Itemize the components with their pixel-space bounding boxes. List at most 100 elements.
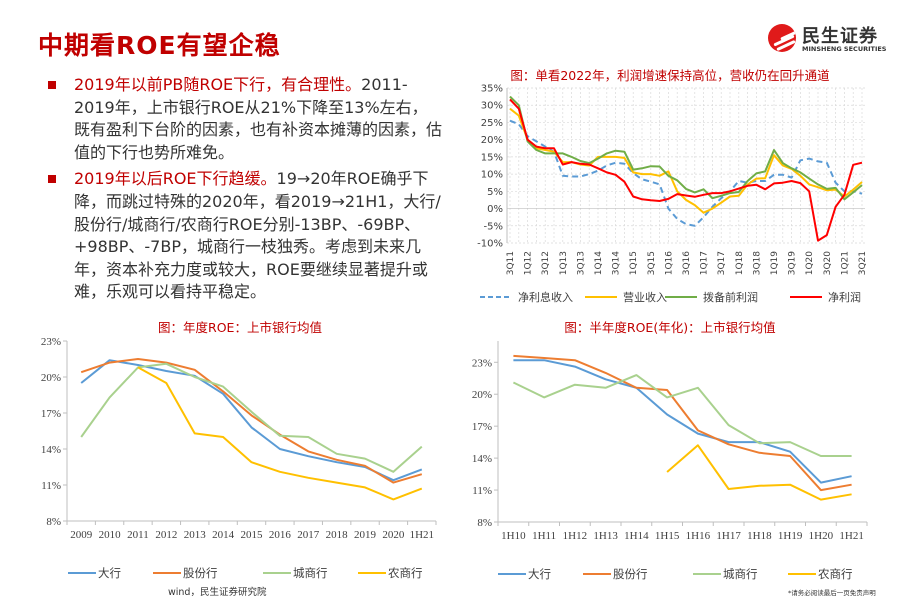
series-line-4 [666,444,852,501]
x-tick-label: 1H14 [624,530,649,542]
x-tick-label: 1H19 [778,530,803,542]
x-tick-label: 1H13 [593,530,618,542]
x-tick-label: 3Q20 [823,251,833,276]
x-tick-label: 1H10 [501,530,526,542]
x-tick-label: 2015 [241,529,264,541]
x-tick-label: 1H15 [655,530,680,542]
chart-title-quarterly-growth: 图：单看2022年，利润增速保持高位，营收仍在回升通道 [510,68,830,83]
x-tick-label: 3Q13 [576,251,586,275]
series-line-3 [80,362,423,473]
series-line-3 [509,95,863,201]
series-line-4 [137,366,423,501]
series-line-2 [80,358,423,484]
bullet-text: 19→20年ROE确乎下降，而跳过特殊的2020年，看2019→21H1，大行/… [74,169,441,302]
y-tick-label: -5% [484,221,503,232]
disclaimer: *请务必阅读最后一页免责声明 [788,589,876,597]
y-tick-label: 14% [41,444,61,456]
source-note: wind，民生证券研究院 [168,587,267,598]
x-tick-label: 3Q11 [506,251,516,275]
x-tick-label: 2014 [212,529,235,541]
y-tick-label: 20% [472,389,492,401]
legend-label: 大行 [528,567,551,581]
halfyear-roe-chart: 8% 11% 14% 17% 20% 23% 1H10 1H11 1H12 1H13 1H14 1H1… [472,341,868,581]
x-tick-label: 1Q19 [770,251,780,276]
logo-name-en: MINSHENG SECURITIES [802,45,887,53]
x-tick-label: 2013 [184,529,207,541]
legend-label: 农商行 [388,566,423,580]
bullet-item: 2019年以前PB随ROE下行，有合理性。2011-2019年，上市银行ROE从… [48,74,443,164]
x-tick-label: 3Q15 [647,251,657,275]
legend-label: 净利润 [828,290,861,304]
series-line-1 [513,359,852,484]
legend-label: 股份行 [183,566,218,580]
y-tick-label: 20% [481,135,503,146]
x-tick-label: 2017 [297,529,320,541]
y-tick-label: -10% [477,239,503,250]
series-line-3 [512,374,852,457]
legend-label: 拨备前利润 [703,290,758,304]
x-tick-label: 1H21 [839,530,863,542]
logo-name-cn: 民生证券 [802,26,878,47]
legend-label: 城商行 [293,566,328,580]
bullet-highlight: 2019年以前PB随ROE下行，有合理性。 [74,75,362,94]
bullet-highlight: 2019年以后ROE下行趋缓。 [74,169,277,189]
y-tick-label: 0% [487,204,503,215]
x-tick-label: 1H20 [809,530,834,542]
y-tick-label: 11% [472,485,492,497]
bullet-square-icon [48,81,56,89]
x-tick-label: 3Q17 [717,251,727,275]
series-line-1 [80,359,423,482]
x-tick-label: 1H11 [532,530,556,542]
x-tick-label: 3Q19 [788,251,798,276]
y-tick-label: 20% [41,372,61,384]
x-tick-label: 1H18 [747,530,772,542]
y-tick-label: 35% [481,84,503,95]
x-tick-label: 2011 [127,529,149,541]
x-tick-label: 2009 [70,529,93,541]
annual-roe-chart: 8% 11% 14% 17% 20% 23% 2009 2010 2011 2012 2013 201… [41,336,437,580]
series-line-4 [509,98,863,242]
legend-label: 大行 [98,566,121,580]
x-tick-label: 3Q16 [682,251,692,276]
page-title: 中期看ROE有望企稳 [38,31,281,60]
bullet-item: 2019年以后ROE下行趋缓。19→20年ROE确乎下降，而跳过特殊的2020年… [48,168,443,304]
x-tick-label: 3Q14 [612,251,622,276]
y-tick-label: 17% [41,408,61,420]
x-tick-label: 1H16 [686,530,711,542]
x-tick-label: 3Q12 [541,251,551,275]
x-tick-label: 1Q20 [805,251,815,276]
x-tick-label: 2010 [99,529,122,541]
chart-title-halfyear-roe: 图：半年度ROE(年化)：上市银行均值 [564,320,776,335]
x-tick-label: 1H12 [563,530,587,542]
chart-title-annual-roe: 图：年度ROE：上市银行均值 [158,320,322,335]
y-tick-label: 14% [472,453,492,465]
x-tick-label: 1Q17 [700,251,710,275]
x-tick-label: 1Q15 [629,251,639,275]
x-tick-label: 1Q21 [840,251,850,275]
x-tick-label: 3Q18 [752,251,762,276]
y-tick-label: 23% [472,357,492,369]
bullet-text: 2011-2019年，上市银行ROE从21%下降至13%左右，既有盈利下台阶的因… [74,75,443,162]
x-tick-label: 3Q21 [858,251,868,275]
y-tick-label: 10% [481,170,503,181]
bullet-square-icon [48,175,56,184]
y-tick-label: 8% [477,517,492,529]
x-tick-label: 2018 [326,529,349,541]
legend-label: 农商行 [818,567,853,581]
x-tick-label: 1H17 [716,530,741,542]
legend-label: 城商行 [723,567,758,581]
x-tick-label: 1Q14 [594,251,604,276]
y-tick-label: 25% [481,118,503,129]
x-tick-label: 1Q12 [524,251,534,275]
quarterly-growth-chart: -10% -5% 0% 5% 10% 15% 20% 25% 30% 35% 3Q11 1Q12 3Q1… [477,84,868,305]
x-tick-label: 1H21 [410,529,434,541]
legend-label: 股份行 [613,567,648,581]
y-tick-label: 8% [46,516,61,528]
y-tick-label: 30% [481,101,503,112]
legend-label: 净利息收入 [518,290,573,304]
y-tick-label: 11% [41,480,61,492]
x-tick-label: 2020 [382,529,405,541]
y-tick-label: 23% [41,336,61,348]
x-tick-label: 2016 [269,529,292,541]
x-tick-label: 2012 [155,529,177,541]
